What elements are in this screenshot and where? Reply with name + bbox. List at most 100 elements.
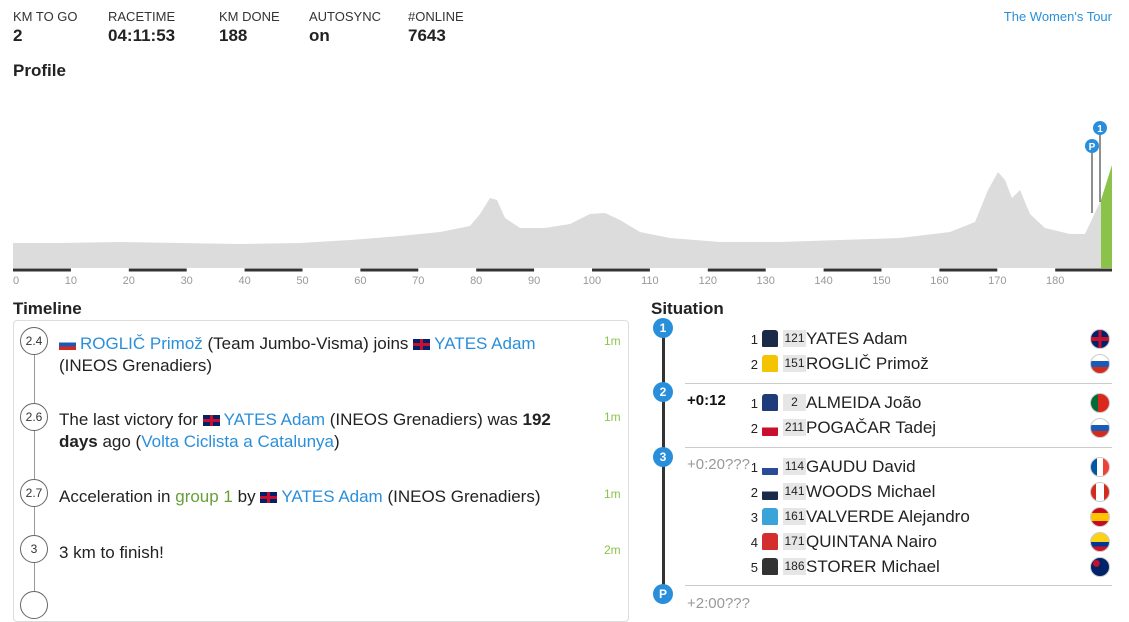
rider-position: 1	[750, 396, 758, 411]
separator	[685, 447, 1112, 448]
km-tick-label: 20	[123, 275, 135, 287]
rider-position: 4	[750, 535, 758, 550]
event-time: 1m	[604, 487, 621, 501]
group-badge: 3	[653, 447, 673, 467]
km-badge: 2.6	[20, 403, 48, 431]
group-gap: +2:00???	[687, 595, 750, 612]
km-badge: 2.4	[20, 327, 48, 355]
event-text: ROGLIČ Primož (Team Jumbo-Visma) joins Y…	[59, 333, 589, 377]
flag	[413, 339, 431, 350]
rider-name: ROGLIČ Primož	[806, 354, 929, 373]
flag	[59, 339, 76, 350]
jersey	[762, 558, 778, 575]
nation-flag	[1090, 532, 1110, 552]
rider-link[interactable]: YATES Adam	[434, 334, 536, 353]
stat-label: AUTOSYNC	[309, 9, 381, 24]
nation-flag	[1090, 354, 1110, 374]
jersey	[762, 533, 778, 550]
marker-label: P	[1089, 142, 1096, 153]
km-tick-label: 50	[296, 275, 308, 287]
rider-position: 1	[750, 332, 758, 347]
stat-value: 188	[219, 26, 248, 45]
rider-name: POGAČAR Tadej	[806, 418, 937, 437]
bib-number: 186	[783, 558, 806, 575]
stat-value: 04:11:53	[108, 26, 176, 45]
rider-name: VALVERDE Alejandro	[806, 507, 970, 526]
km-tick-label: 130	[757, 275, 775, 287]
stat-label: KM DONE	[219, 9, 280, 24]
km-tick-label: 150	[872, 275, 890, 287]
rider-name: YATES Adam	[806, 329, 908, 348]
text: Acceleration in	[59, 487, 176, 506]
rider-position: 2	[750, 357, 758, 372]
separator	[685, 585, 1112, 586]
group-text: group 1	[175, 487, 233, 506]
text: 3 km to finish!	[59, 543, 164, 562]
bib-number: 151	[783, 355, 806, 372]
km-tick-label: 180	[1046, 275, 1064, 287]
group-badge: 1	[653, 318, 673, 338]
group-gap: +0:12	[687, 392, 726, 409]
rider-name: STORER Michael	[806, 557, 940, 576]
jersey	[762, 419, 778, 436]
event-text: 3 km to finish!	[59, 542, 589, 564]
rider-name: QUINTANA Nairo	[806, 532, 937, 551]
rider-link[interactable]: YATES Adam	[281, 487, 383, 506]
km-tick-label: 170	[988, 275, 1006, 287]
rider-link[interactable]: ROGLIČ Primož	[80, 334, 203, 353]
km-badge: 2.7	[20, 479, 48, 507]
event-text: Acceleration in group 1 by YATES Adam (I…	[59, 486, 589, 508]
situation-title: Situation	[651, 299, 724, 318]
race-link[interactable]: Volta Ciclista a Catalunya	[141, 432, 335, 451]
km-tick-label: 0	[13, 275, 19, 287]
remaining-area	[1101, 165, 1112, 268]
bib-number: 141	[783, 483, 806, 500]
rider-position: 3	[750, 510, 758, 525]
text: ago (	[97, 432, 142, 451]
stat-value: on	[309, 26, 330, 45]
nation-flag	[1090, 557, 1110, 577]
page: KM TO GO 2 RACETIME 04:11:53 KM DONE 188 AUTOS…	[13, 9, 1112, 622]
stat-label: KM TO GO	[13, 9, 78, 24]
race-link[interactable]: The Women's Tour	[1003, 9, 1112, 24]
rider-position: 2	[750, 485, 758, 500]
km-tick-label: 80	[470, 275, 482, 287]
nation-flag	[1090, 482, 1110, 502]
text: )	[334, 432, 340, 451]
bib-number: 2	[783, 394, 806, 411]
nation-flag	[1090, 418, 1110, 438]
event-time: 1m	[604, 410, 621, 424]
rider-link[interactable]: YATES Adam	[223, 410, 326, 429]
jersey	[762, 458, 778, 475]
marker-label: 1	[1097, 124, 1103, 135]
text: (INEOS Grenadiers)	[59, 356, 213, 375]
timeline-line	[34, 340, 35, 610]
jersey	[762, 508, 778, 525]
stat-value: 7643	[408, 26, 446, 45]
nation-flag	[1090, 507, 1110, 527]
km-tick-label: 100	[583, 275, 601, 287]
km-tick-label: 160	[930, 275, 948, 287]
km-badge	[20, 591, 48, 619]
km-tick-label: 70	[412, 275, 424, 287]
km-tick-label: 40	[238, 275, 250, 287]
flag	[260, 492, 278, 503]
km-tick-label: 110	[641, 275, 659, 287]
km-badge: 3	[20, 535, 48, 563]
text: (Team Jumbo-Visma) joins	[202, 334, 414, 353]
event-time: 2m	[604, 543, 621, 557]
nation-flag	[1090, 393, 1110, 413]
event-text: The last victory for YATES Adam (INEOS G…	[59, 409, 589, 453]
rider-name: GAUDU David	[806, 457, 916, 476]
timeline-title: Timeline	[13, 299, 82, 318]
jersey	[762, 394, 778, 411]
km-tick-label: 90	[528, 275, 540, 287]
bib-number: 171	[783, 533, 806, 550]
jersey	[762, 355, 778, 372]
rider-position: 5	[750, 560, 758, 575]
jersey	[762, 483, 778, 500]
text-bold: 192 days	[59, 410, 551, 451]
km-tick-label: 30	[181, 275, 193, 287]
km-tick-label: 60	[354, 275, 366, 287]
nation-flag	[1090, 329, 1110, 349]
